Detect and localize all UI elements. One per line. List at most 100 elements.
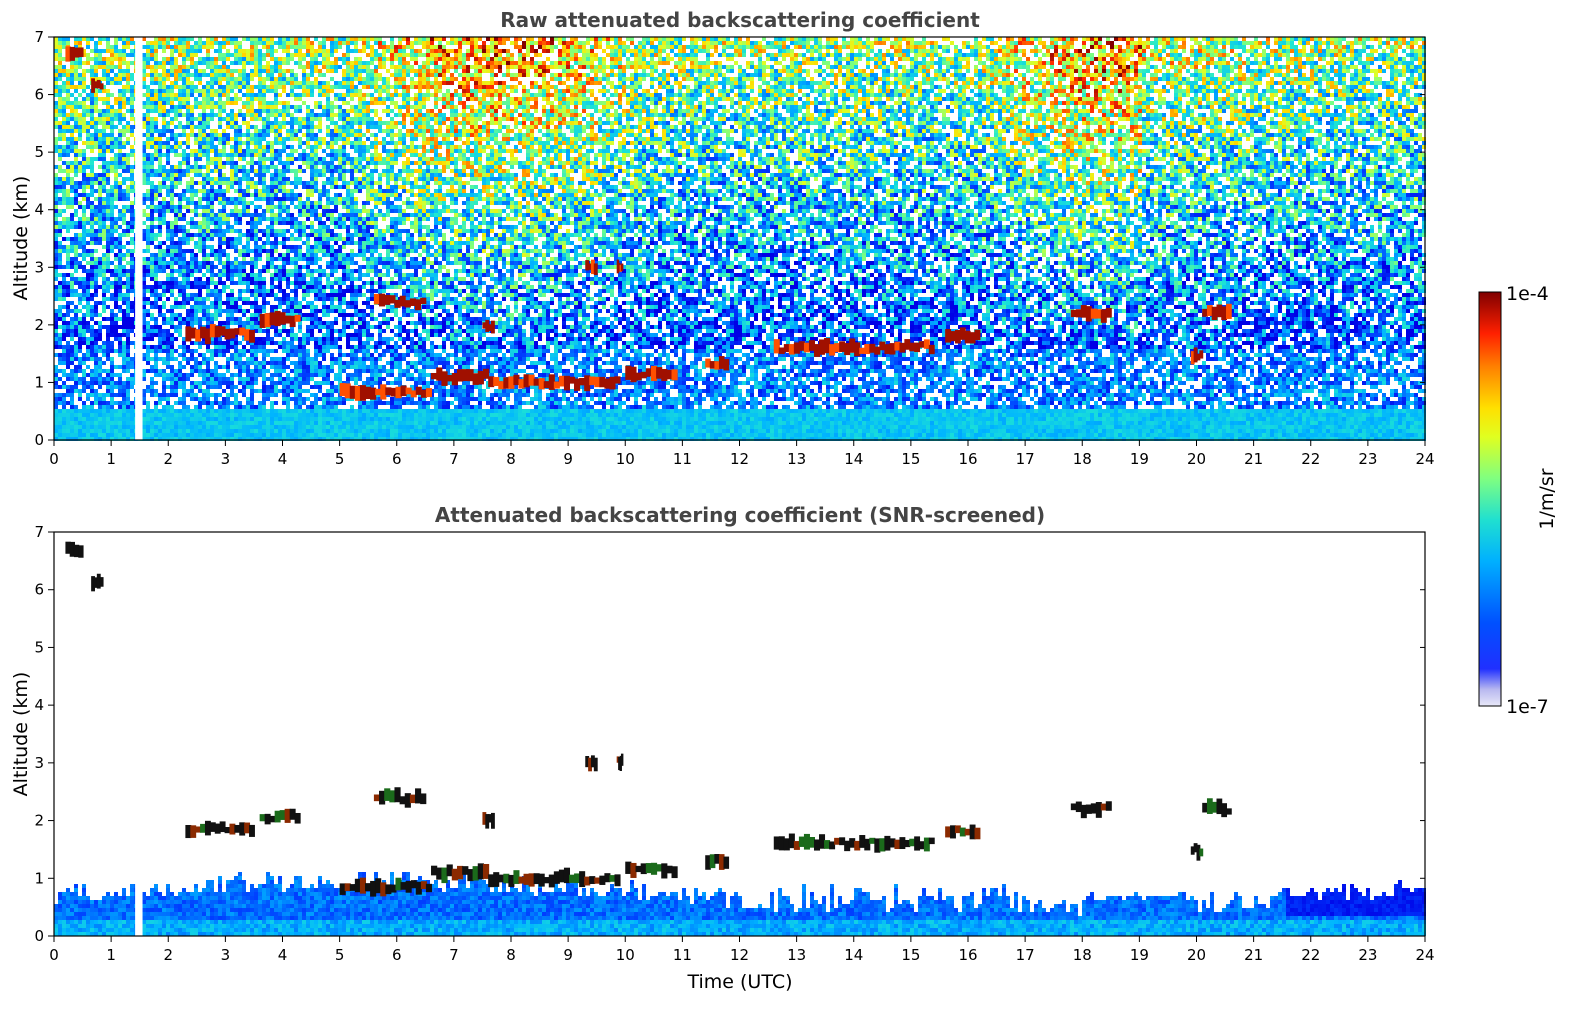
- cloud-segment: [543, 877, 550, 884]
- cloud-segment: [224, 329, 231, 340]
- x-tick-label: 13: [787, 450, 806, 468]
- cloud-segment: [854, 342, 861, 357]
- cloud-segment: [1190, 351, 1195, 365]
- x-tick-label: 14: [844, 450, 863, 468]
- cloud-segment: [508, 376, 515, 389]
- x-tick-label: 11: [673, 946, 692, 964]
- cloud-segment: [249, 330, 255, 343]
- cloud-segment: [477, 370, 484, 385]
- cloud-segment: [420, 793, 427, 805]
- cloud-segment: [614, 874, 621, 887]
- cloud-segment: [294, 812, 301, 824]
- cloud-segment: [645, 368, 652, 377]
- cloud-segment: [415, 386, 422, 395]
- cloud-segment: [579, 871, 586, 888]
- cloud-segment: [456, 865, 464, 880]
- y-tick-label: 3: [34, 754, 44, 772]
- x-tick-label: 10: [616, 946, 635, 964]
- cloud-segment: [431, 865, 438, 876]
- cloud-segment: [869, 837, 876, 844]
- cloud-segment: [909, 342, 916, 352]
- cloud-segment: [249, 824, 255, 837]
- cloud-segment: [224, 827, 231, 834]
- y-tick-label: 4: [34, 696, 44, 714]
- cloud-segment: [229, 823, 236, 835]
- cloud-segment: [370, 387, 377, 400]
- cloud-segment: [859, 835, 866, 848]
- cloud-segment: [864, 343, 871, 355]
- cloud-segment: [625, 861, 632, 874]
- cloud-segment: [1196, 844, 1201, 861]
- cloud-segment: [959, 827, 966, 837]
- cloud-segment: [1202, 308, 1208, 317]
- cloud-segment: [389, 790, 396, 803]
- cloud-segment: [395, 386, 402, 399]
- cloud-segment: [420, 297, 427, 305]
- cloud-segment: [405, 387, 412, 395]
- cloud-segment: [1199, 848, 1204, 857]
- cloud-segment: [349, 385, 356, 399]
- cloud-segment: [834, 343, 841, 353]
- cloud-segment: [889, 343, 896, 355]
- cloud-segment: [99, 577, 104, 587]
- cloud-segment: [813, 839, 821, 851]
- cloud-segment: [274, 810, 281, 823]
- cloud-segment: [384, 788, 391, 801]
- cloud-segment: [93, 81, 98, 89]
- cloud-segment: [493, 377, 500, 386]
- cloud-segment: [472, 866, 479, 881]
- cloud-segment: [584, 876, 591, 886]
- cloud-segment: [723, 856, 730, 869]
- panel-raw: Raw attenuated backscattering coefficien…: [10, 8, 1435, 468]
- cloud-segment: [574, 873, 581, 884]
- cloud-segment: [618, 262, 621, 272]
- cloud-segment: [91, 576, 95, 592]
- cloud-segment: [1070, 803, 1077, 811]
- cloud-segment: [945, 329, 952, 343]
- colorbar-gradient: [1478, 291, 1502, 707]
- cloud-segment: [69, 46, 75, 61]
- cloud-segment: [488, 376, 495, 388]
- x-tick-label: 11: [673, 450, 692, 468]
- cloud-segment: [1085, 306, 1092, 322]
- x-tick-label: 22: [1301, 946, 1320, 964]
- cloud-segment: [420, 389, 427, 398]
- x-tick-label: 15: [901, 450, 920, 468]
- cloud-segment: [375, 388, 382, 396]
- cloud-segment: [467, 369, 474, 382]
- cloud-segment: [1090, 308, 1097, 319]
- cloud-segment: [1193, 843, 1198, 853]
- cloud-segment: [234, 824, 241, 833]
- cloud-segment: [604, 873, 611, 883]
- y-tick-label: 7: [34, 523, 44, 541]
- cloud-segment: [1199, 350, 1204, 359]
- cloud-segment: [485, 319, 490, 332]
- cloud-segment: [919, 841, 925, 850]
- cloud-segment: [593, 757, 598, 772]
- cloud-segment: [599, 376, 606, 388]
- cloud-segment: [365, 386, 372, 399]
- x-tick-label: 9: [563, 450, 573, 468]
- colorbar-units-label: 1/m/sr: [1536, 468, 1558, 529]
- cloud-segment: [879, 341, 886, 351]
- cloud-segment: [950, 825, 956, 839]
- cloud-segment: [609, 875, 616, 882]
- cloud-segment: [954, 825, 961, 834]
- cloud-segment: [824, 337, 831, 354]
- cloud-segment: [588, 757, 592, 772]
- x-tick-label: 0: [49, 946, 59, 964]
- cloud-segment: [400, 882, 407, 890]
- cloud-segment: [656, 367, 663, 379]
- cloud-segment: [244, 822, 251, 834]
- cloud-segment: [635, 372, 642, 381]
- cloud-segment: [543, 381, 550, 388]
- cloud-segment: [899, 342, 906, 353]
- cloud-segment: [410, 390, 417, 398]
- cloud-segment: [954, 329, 961, 344]
- cloud-segment: [829, 344, 836, 356]
- cloud-segment: [436, 867, 443, 880]
- x-tick-label: 12: [730, 450, 749, 468]
- cloud-segment: [359, 877, 367, 894]
- cloud-segment: [1105, 801, 1112, 811]
- cloud-segment: [533, 873, 540, 885]
